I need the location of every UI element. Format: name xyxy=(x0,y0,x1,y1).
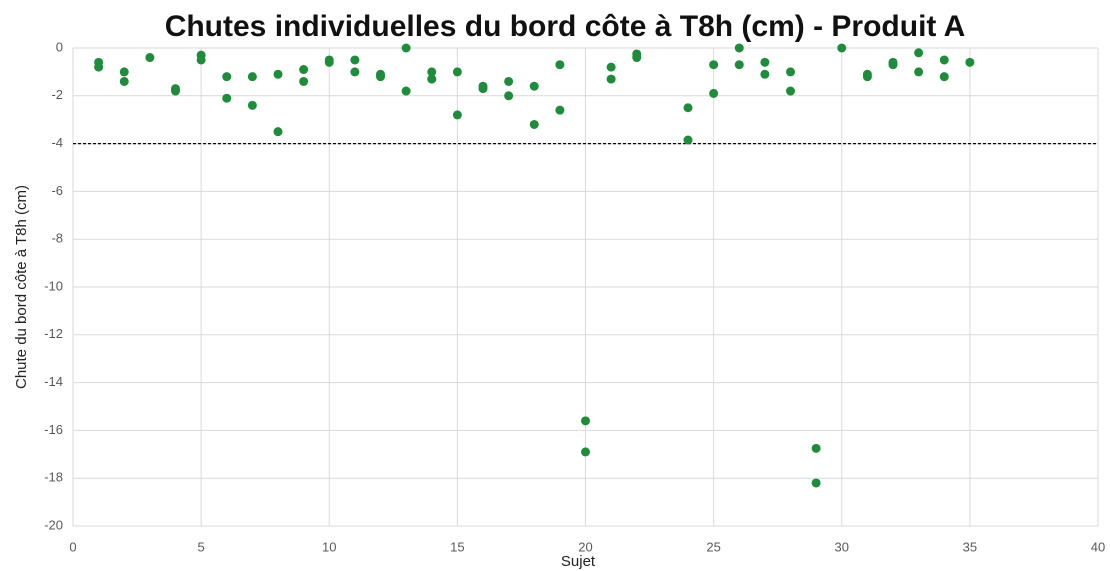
x-tick-label: 35 xyxy=(963,539,977,554)
point xyxy=(683,103,693,113)
point xyxy=(452,110,462,120)
point xyxy=(478,84,488,94)
point xyxy=(119,67,129,77)
point xyxy=(376,72,385,82)
y-tick-label: -18 xyxy=(44,470,63,485)
point xyxy=(504,91,514,101)
chart-title: Chutes individuelles du bord côte à T8h … xyxy=(165,10,966,43)
x-tick-label: 40 xyxy=(1091,539,1105,554)
point xyxy=(273,69,283,79)
point xyxy=(786,67,795,77)
point xyxy=(452,67,462,77)
point xyxy=(196,55,206,65)
point xyxy=(401,86,411,96)
point xyxy=(145,53,155,63)
x-tick-label: 10 xyxy=(322,539,336,554)
point xyxy=(529,81,539,91)
point xyxy=(734,43,744,53)
point xyxy=(683,135,693,145)
point xyxy=(709,88,719,98)
x-axis-label: Sujet xyxy=(561,553,596,570)
y-tick-label: -14 xyxy=(44,374,63,389)
point xyxy=(965,57,975,67)
y-tick-label: -4 xyxy=(51,135,63,150)
point xyxy=(939,55,949,65)
point xyxy=(581,447,590,457)
point xyxy=(760,57,770,67)
point xyxy=(786,86,795,96)
point xyxy=(581,416,590,426)
point xyxy=(606,62,616,72)
y-tick-label: -16 xyxy=(44,422,63,437)
point xyxy=(299,65,309,75)
y-tick-label: -10 xyxy=(44,278,63,293)
point xyxy=(709,60,719,70)
y-tick-label: -12 xyxy=(44,326,63,341)
point xyxy=(555,60,565,70)
point xyxy=(94,62,104,72)
x-tick-label: 20 xyxy=(578,539,592,554)
x-tick-label: 25 xyxy=(706,539,720,554)
point xyxy=(171,86,180,96)
point xyxy=(837,43,847,53)
point xyxy=(862,72,872,82)
point xyxy=(401,43,411,53)
point xyxy=(914,67,924,77)
point xyxy=(760,69,770,79)
point xyxy=(299,76,309,86)
point xyxy=(222,93,232,103)
y-tick-label: -2 xyxy=(51,87,63,102)
y-tick-label: -6 xyxy=(51,183,63,198)
point xyxy=(247,72,257,82)
point xyxy=(350,67,360,77)
point xyxy=(504,76,514,86)
point xyxy=(529,119,539,129)
point xyxy=(273,127,283,137)
x-tick-label: 30 xyxy=(835,539,849,554)
y-tick-label: -20 xyxy=(44,517,63,532)
point xyxy=(427,74,437,84)
x-tick-label: 5 xyxy=(198,539,205,554)
y-tick-label: 0 xyxy=(56,39,63,54)
y-axis-label: Chute du bord côte à T8h (cm) xyxy=(13,185,30,389)
point xyxy=(119,76,129,86)
point xyxy=(632,53,642,63)
point xyxy=(811,478,821,488)
x-tick-label: 0 xyxy=(69,539,76,554)
point xyxy=(247,100,257,110)
point xyxy=(222,72,232,82)
point xyxy=(811,443,821,453)
x-tick-label: 15 xyxy=(450,539,464,554)
point xyxy=(606,74,616,84)
point xyxy=(350,55,360,65)
point xyxy=(324,57,334,67)
point xyxy=(427,67,437,77)
point xyxy=(555,105,565,115)
point xyxy=(914,48,924,58)
y-tick-label: -8 xyxy=(51,231,63,246)
point xyxy=(734,60,744,70)
point xyxy=(939,72,949,82)
point xyxy=(888,60,898,70)
